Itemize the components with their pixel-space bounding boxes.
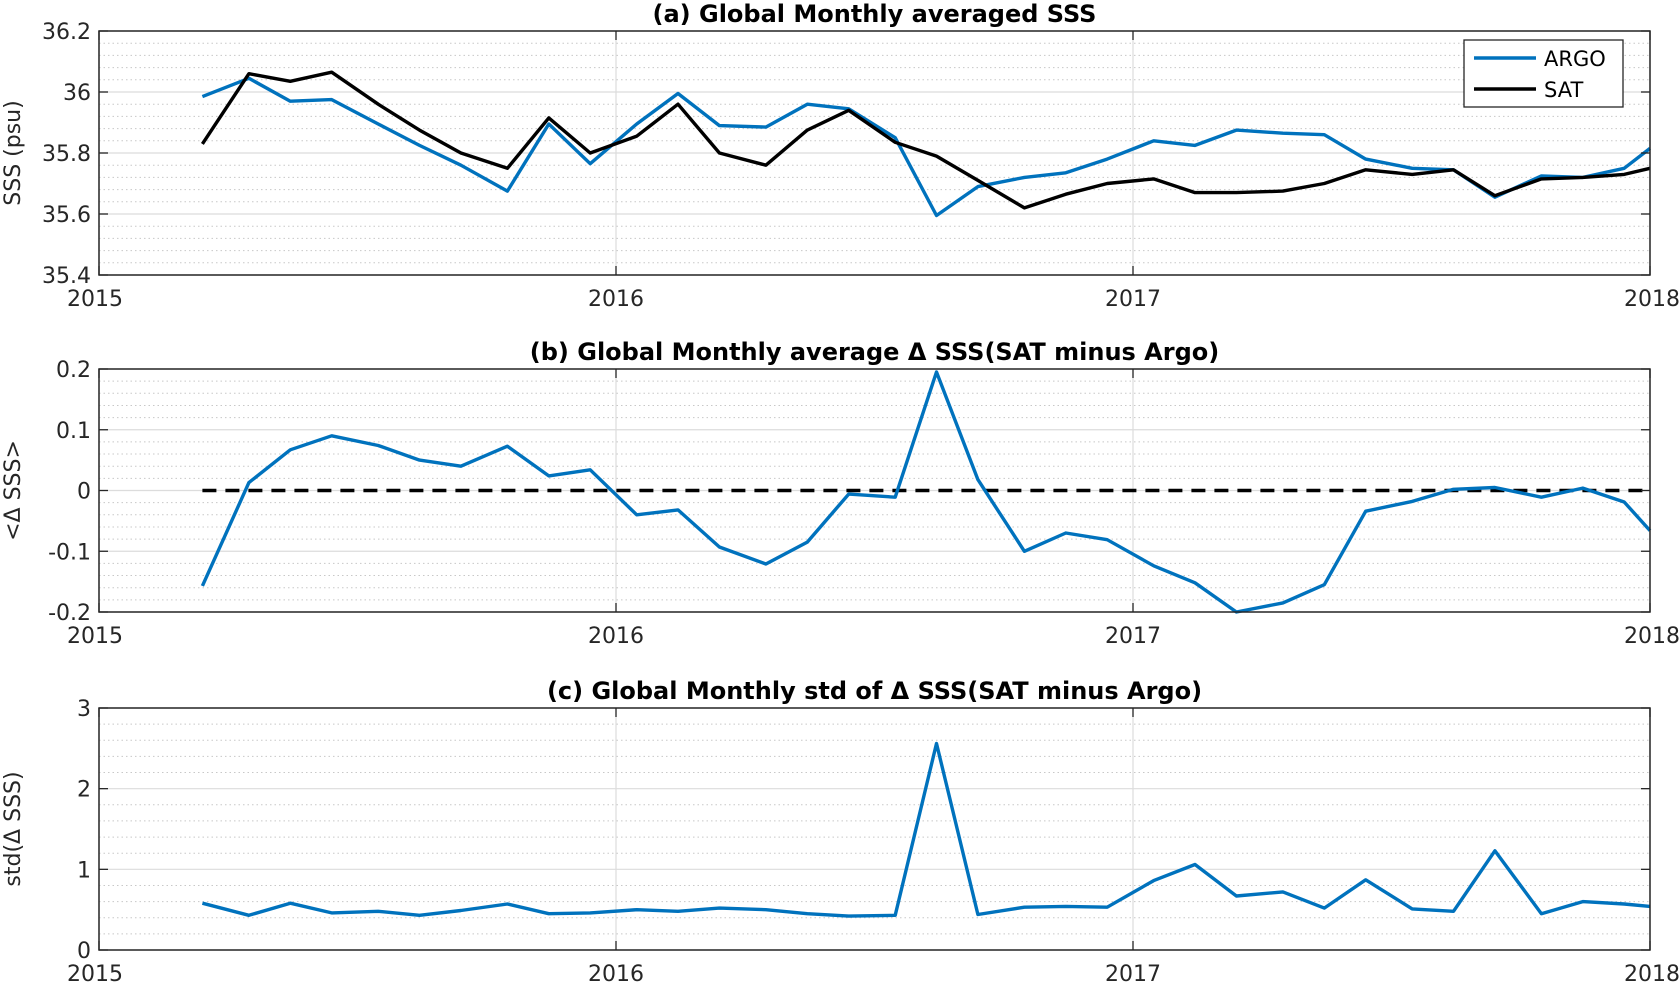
x-tick-label: 2017 (1105, 624, 1161, 649)
y-tick-label: -0.1 (48, 540, 91, 565)
legend-label-argo: ARGO (1544, 47, 1606, 71)
y-tick-label: 1 (77, 858, 91, 883)
y-tick-label: 35.6 (42, 203, 91, 228)
y-tick-label: 3 (77, 697, 91, 722)
y-tick-label: 0.1 (56, 419, 91, 444)
x-tick-label: 2017 (1105, 287, 1161, 312)
legend: ARGO SAT (1463, 39, 1624, 108)
x-tick-label: 2017 (1105, 962, 1161, 982)
chart-panel-b: -0.2 -0.1 0 0.1 0.2 2015 2016 2017 2018 (b) Globa… (1, 338, 1680, 649)
y-axis-label: <Δ SSS> (1, 440, 26, 541)
x-tick-label: 2016 (588, 962, 644, 982)
x-tick-label: 2015 (67, 962, 123, 982)
series-line-argo (201, 76, 1652, 218)
series-line (201, 741, 1651, 918)
plot-area (99, 708, 1650, 950)
chart-panel-a: 35.4 35.6 35.8 36 36.2 2015 2016 2017 2018 (a) Gl… (1, 0, 1680, 312)
y-tick-label: 0 (77, 939, 91, 964)
series-line-sat (200, 70, 1651, 210)
chart-panel-c: 0 1 2 3 2015 2016 2017 2018 (c) Global Monthly s… (1, 677, 1680, 982)
series-line (200, 370, 1652, 614)
x-tick-label: 2015 (67, 624, 123, 649)
y-tick-label: 2 (77, 778, 91, 803)
chart-title: (b) Global Monthly average Δ SSS(SAT min… (530, 338, 1219, 366)
x-tick-label: 2018 (1624, 624, 1680, 649)
x-tick-label: 2016 (588, 624, 644, 649)
axes-box (98, 707, 1651, 951)
y-tick-label: 0 (77, 480, 91, 505)
x-tick-label: 2016 (588, 287, 644, 312)
y-tick-label: 36.2 (42, 20, 91, 45)
x-tick-label: 2018 (1624, 287, 1680, 312)
legend-label-sat: SAT (1544, 78, 1583, 102)
y-tick-label: 35.8 (42, 142, 91, 167)
y-tick-label: 35.4 (42, 264, 91, 289)
legend-box (1463, 39, 1624, 108)
chart-title: (c) Global Monthly std of Δ SSS(SAT minu… (547, 677, 1202, 705)
y-tick-label: -0.2 (48, 601, 91, 626)
x-tick-label: 2018 (1624, 962, 1680, 982)
y-tick-label: 0.2 (56, 358, 91, 383)
y-axis-label: std(Δ SSS) (1, 771, 26, 886)
y-tick-label: 36 (63, 81, 91, 106)
y-axis-label: SSS (psu) (1, 100, 26, 205)
x-tick-label: 2015 (67, 287, 123, 312)
chart-title: (a) Global Monthly averaged SSS (653, 0, 1097, 28)
